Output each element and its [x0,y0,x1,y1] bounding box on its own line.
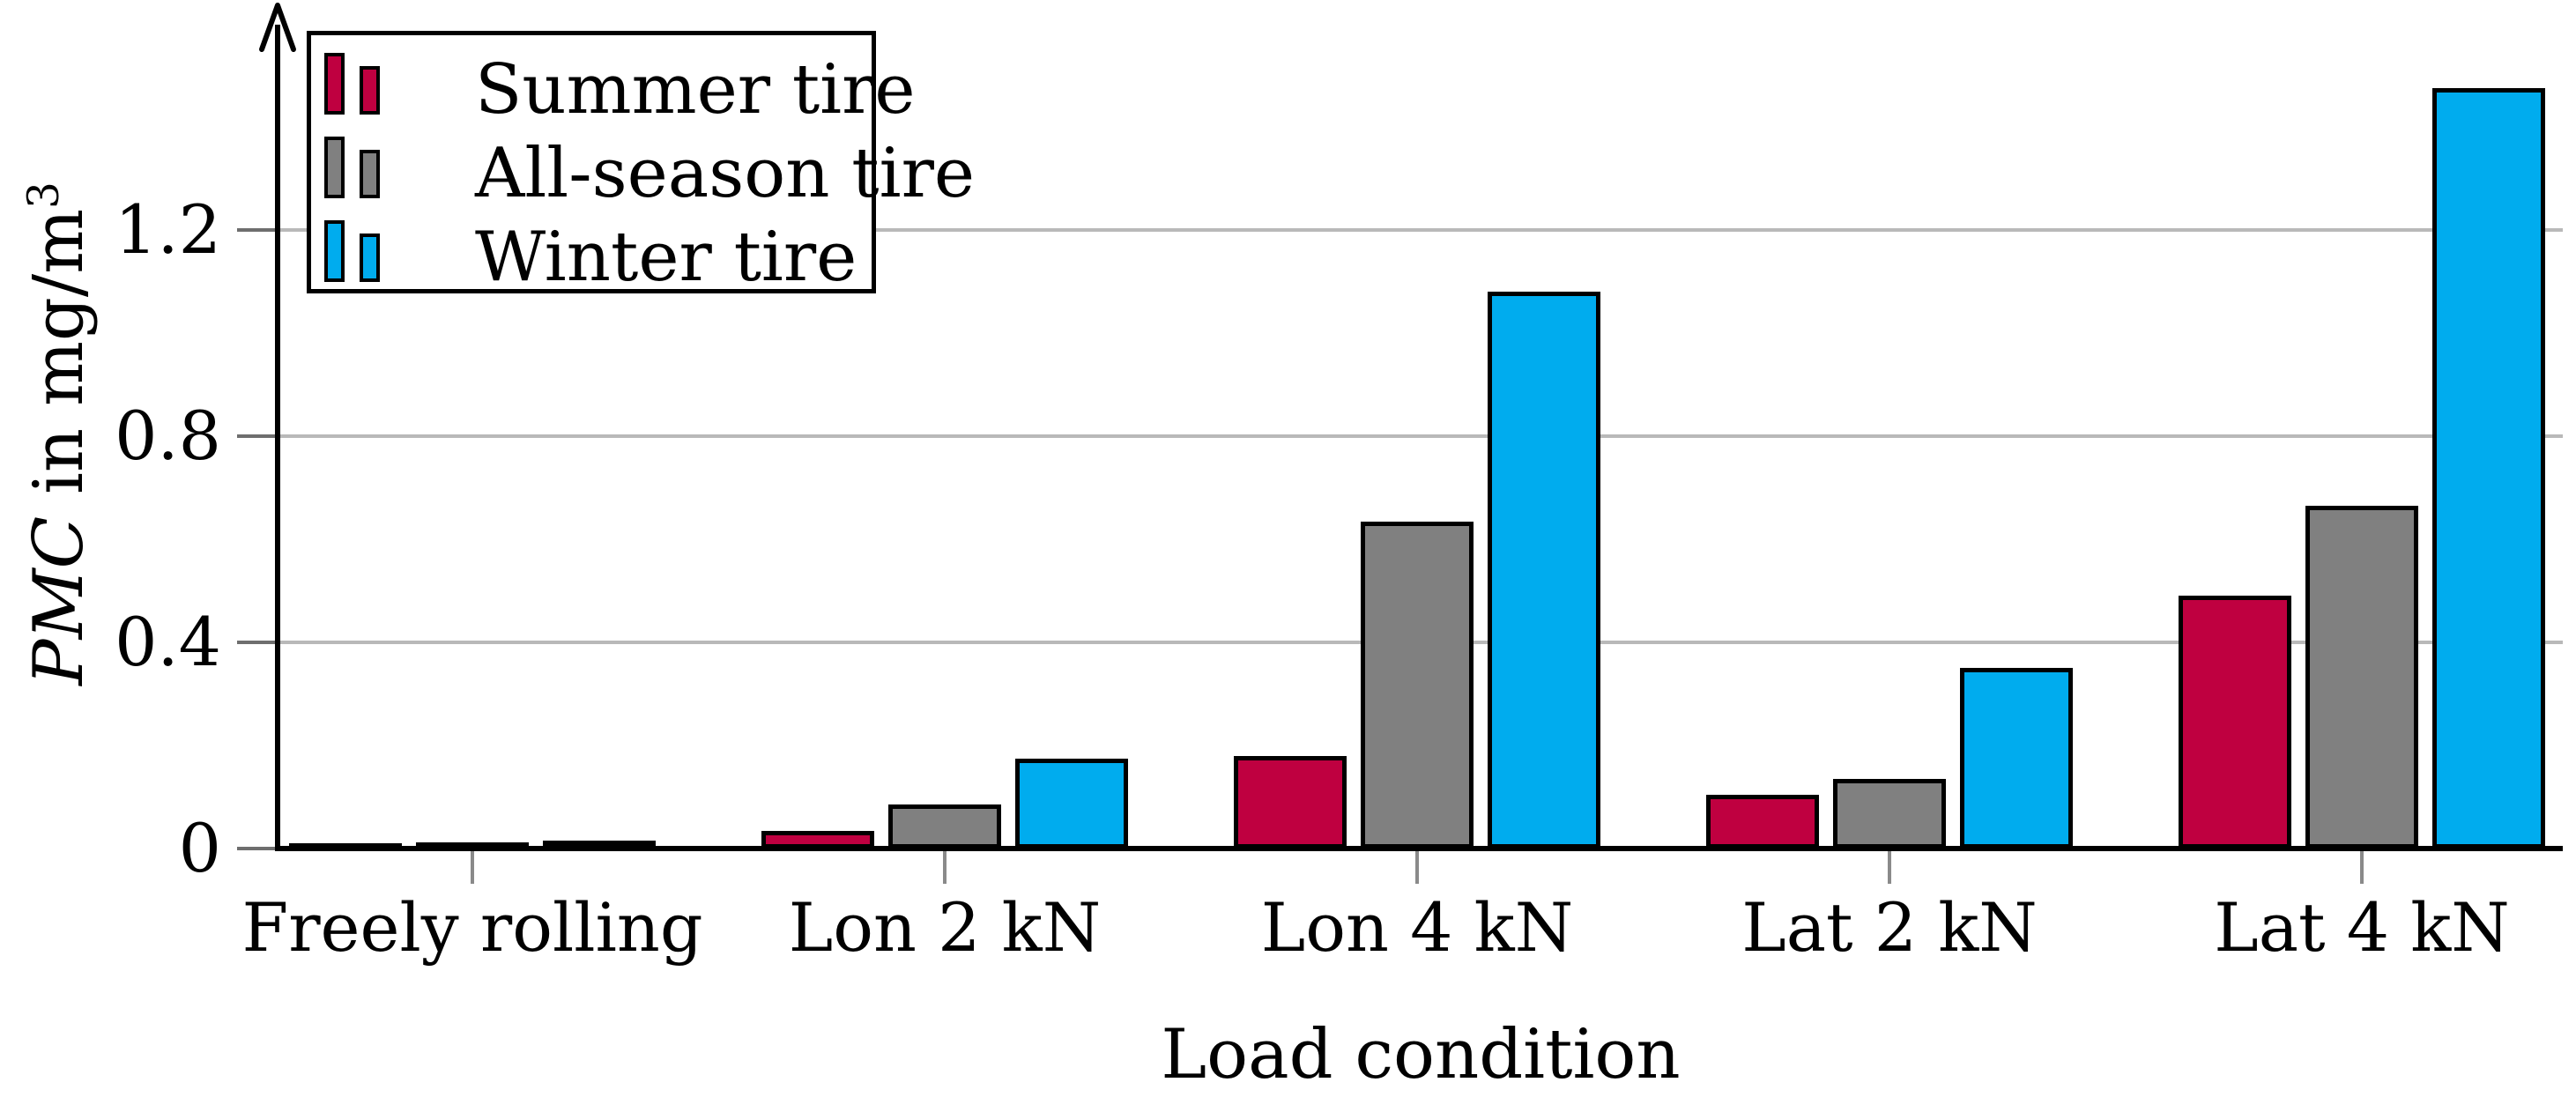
y-tick-mark-1.2 [237,228,278,232]
legend-swatch-bar2 [360,233,380,282]
x-axis-line [275,846,2563,851]
bar-winter-tire-2 [1488,292,1600,849]
y-axis-title-exponent: 3 [19,182,69,209]
bar-all-season-tire-4 [2305,506,2418,849]
y-tick-label-0: 0 [178,809,221,887]
bar-winter-tire-4 [2432,88,2545,849]
legend-swatch-icon-1 [323,135,396,212]
legend-label-2: Winter tire [475,217,857,297]
y-tick-label-0.8: 0.8 [115,397,221,475]
legend-row-1: All-season tire [323,131,975,215]
bar-winter-tire-3 [1960,668,2073,849]
legend: Summer tire All-season tire Winter tire [307,31,975,293]
x-tick-mark-2 [1415,849,1419,884]
x-tick-label-0: Freely rolling [241,888,703,967]
x-tick-label-4: Lat 4 kN [2214,888,2510,967]
legend-label-1: All-season tire [475,133,976,213]
bar-summer-tire-3 [1706,795,1819,849]
y-axis-title-unit: in mg/m [19,208,99,516]
legend-swatch-bar2 [360,65,380,115]
gridline-y-1.2 [278,228,2563,232]
y-axis-title-italic: PMC [19,515,99,686]
legend-swatch-bar1 [324,219,345,282]
x-tick-label-3: Lat 2 kN [1741,888,2038,967]
legend-label-0: Summer tire [475,49,916,130]
x-tick-label-2: Lon 4 kN [1260,888,1574,967]
bar-all-season-tire-0 [416,842,529,849]
legend-swatch-bar2 [360,149,380,198]
legend-row-0: Summer tire [323,48,916,131]
bar-summer-tire-2 [1234,756,1347,849]
legend-swatch-icon-2 [323,219,396,296]
y-tick-mark-0.4 [237,641,278,644]
y-tick-label-0.4: 0.4 [115,603,221,681]
x-tick-mark-1 [943,849,947,884]
bar-all-season-tire-1 [888,804,1001,849]
x-tick-mark-0 [471,849,474,884]
bar-all-season-tire-3 [1833,779,1946,849]
x-tick-mark-4 [2360,849,2364,884]
bar-summer-tire-4 [2179,596,2291,849]
bar-winter-tire-1 [1015,759,1128,849]
bar-all-season-tire-2 [1361,522,1474,849]
x-axis-title: Load condition [1161,1015,1681,1094]
legend-row-2: Winter tire [323,215,872,299]
gridline-y-0.8 [278,434,2563,438]
legend-swatch-bar1 [324,136,345,198]
y-axis-title: PMC in mg/m3 [19,182,99,686]
y-tick-mark-0 [237,847,278,850]
y-tick-mark-0.8 [237,434,278,438]
y-axis-arrow-icon [259,3,296,52]
bar-winter-tire-0 [543,841,656,849]
legend-swatch-icon-0 [323,51,396,129]
y-tick-label-1.2: 1.2 [115,190,221,269]
y-axis-line [275,25,280,849]
x-tick-mark-3 [1888,849,1891,884]
legend-swatch-bar1 [324,52,345,115]
x-tick-label-1: Lon 2 kN [788,888,1102,967]
